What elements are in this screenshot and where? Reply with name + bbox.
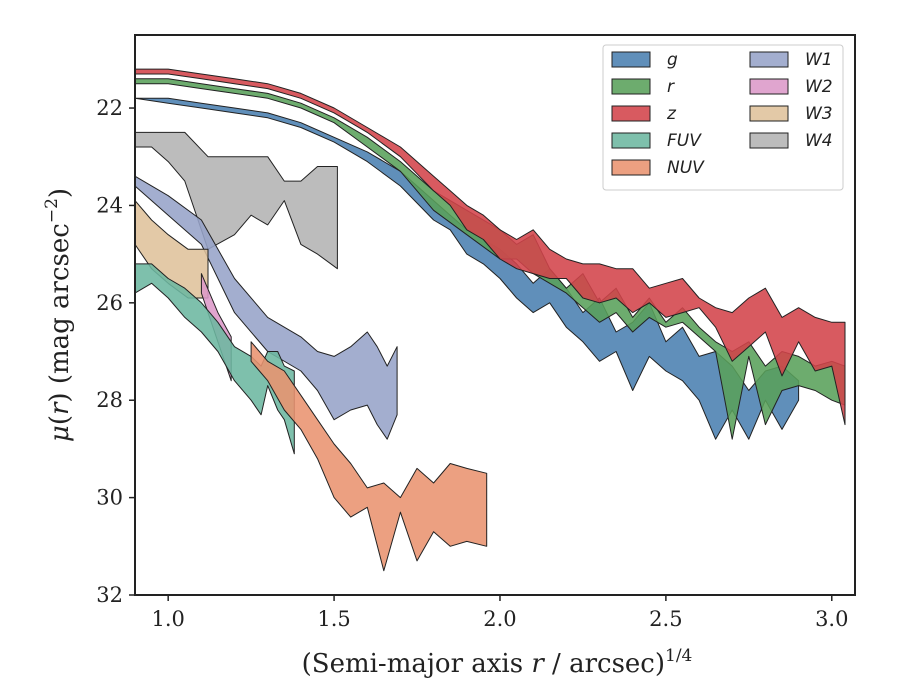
- series-band-z: [134, 68, 846, 426]
- legend-label-nuv: NUV: [667, 158, 705, 178]
- legend-swatch-fuv: [611, 132, 651, 149]
- x-tick-label: 3.0: [815, 607, 848, 631]
- legend-label-z: z: [666, 104, 677, 124]
- x-tick-label: 2.0: [483, 607, 516, 631]
- legend-label-w1: W1: [805, 50, 833, 70]
- plot-frame: [134, 34, 856, 596]
- x-tick-label: 2.5: [649, 607, 682, 631]
- y-tick-label: 24: [96, 193, 123, 217]
- legend-label-r: r: [667, 77, 675, 97]
- x-axis-ticks: 1.0 1.5 2.0 2.5 3.0: [151, 595, 848, 631]
- x-tick-label: 1.0: [151, 607, 184, 631]
- series-band-w1: [134, 175, 398, 440]
- legend-swatch-w2: [749, 78, 789, 95]
- legend-swatch-w1: [749, 51, 789, 68]
- legend-items: grz FUV NUV W1 W2 W3 W4: [611, 50, 833, 178]
- y-tick-label: 28: [96, 388, 123, 412]
- x-tick-label: 1.5: [317, 607, 350, 631]
- y-tick-label: 26: [96, 291, 123, 315]
- legend: grz FUV NUV W1 W2 W3 W4: [602, 44, 844, 191]
- legend-swatch-r: [611, 78, 651, 95]
- series-band-fuv: [134, 263, 295, 455]
- series-band-w4: [134, 131, 338, 270]
- y-axis-title: μ(r) (mag arcsec−2): [42, 188, 75, 442]
- legend-swatch-z: [611, 105, 651, 122]
- y-tick-label: 30: [96, 486, 123, 510]
- legend-swatch-nuv: [611, 159, 651, 176]
- legend-swatch-g: [611, 51, 651, 68]
- series-bands: [134, 68, 846, 572]
- y-tick-label: 32: [96, 583, 123, 607]
- legend-label-g: g: [667, 50, 678, 70]
- legend-label-w4: W4: [805, 131, 833, 151]
- legend-label-fuv: FUV: [667, 131, 702, 151]
- legend-label-w3: W3: [805, 104, 833, 124]
- series-band-nuv: [250, 341, 488, 572]
- legend-swatch-w4: [749, 132, 789, 149]
- legend-swatch-w3: [749, 105, 789, 122]
- x-axis-title: (Semi-major axis r / arcsec)1/4: [302, 646, 693, 679]
- legend-label-w2: W2: [805, 77, 833, 97]
- y-axis-ticks: 22 24 26 28 30 32: [96, 96, 135, 607]
- y-tick-label: 22: [96, 96, 123, 120]
